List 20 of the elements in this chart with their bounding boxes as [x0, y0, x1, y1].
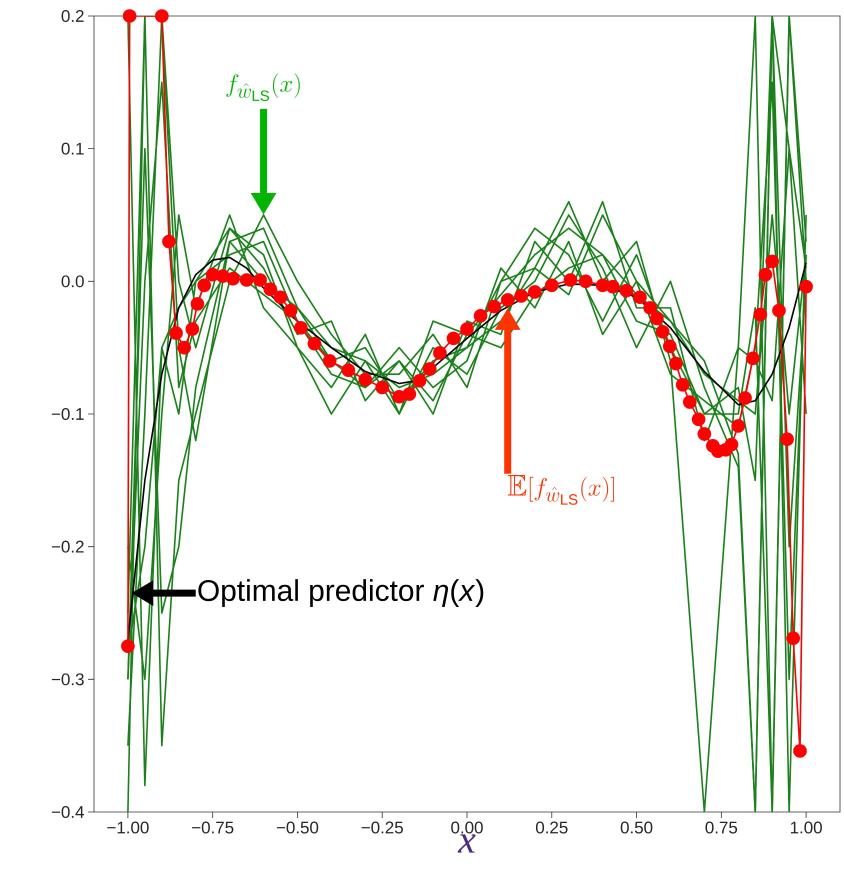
x-tick-label: 0.75	[706, 822, 738, 834]
annotation: $f_{\hat{w}_{\mathrm{LS}}}(x)$	[226, 73, 300, 102]
x-tick-label: 0.00	[451, 822, 483, 834]
y-tick-label: −0.1	[52, 408, 84, 420]
annotation: $\mathbb{E}[f_{\hat{w}_{\mathrm{LS}}}(x)]$	[508, 475, 614, 505]
y-tick-label: 0.2	[62, 10, 84, 22]
y-tick-label: −0.4	[52, 806, 84, 818]
annotation: Optimal predictor η(x)	[198, 579, 484, 608]
y-tick-label: 0.1	[62, 142, 84, 155]
y-tick-label: −0.2	[52, 540, 84, 553]
x-tick-label: −0.50	[276, 822, 318, 834]
x-tick-label: 1.00	[790, 822, 822, 834]
y-tick-label: 0.0	[62, 275, 84, 288]
x-tick-label: −0.75	[192, 822, 234, 834]
x-tick-label: −1.00	[107, 822, 149, 834]
x-tick-label: 0.25	[536, 822, 568, 834]
x-tick-label: 0.50	[620, 822, 652, 834]
x-axis-title: x	[458, 834, 476, 853]
x-tick-label: −0.25	[362, 822, 403, 834]
y-tick-label: −0.3	[52, 673, 84, 686]
